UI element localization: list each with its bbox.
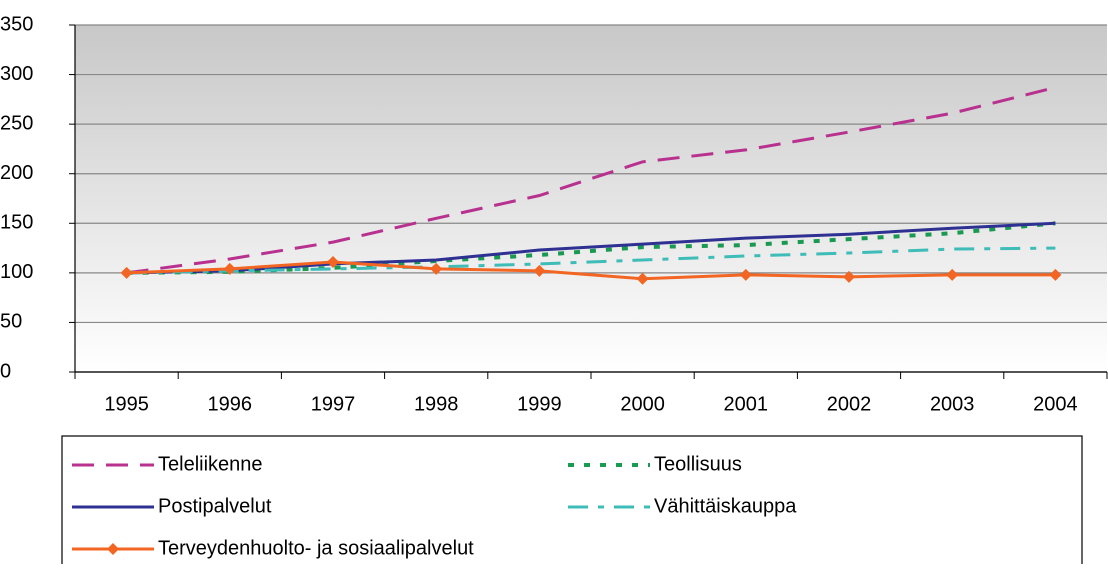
y-tick-label: 100 — [0, 261, 33, 283]
point-marker — [1049, 268, 1062, 281]
legend-label: Vähittäiskauppa — [654, 495, 797, 517]
series-line — [126, 246, 1056, 275]
series-line — [126, 221, 1056, 275]
point-marker — [327, 255, 339, 268]
x-tick-label: 2004 — [1033, 393, 1078, 415]
x-tick-label: 1995 — [104, 393, 149, 415]
legend-label: Teollisuus — [654, 453, 742, 475]
x-tick-label: 1996 — [208, 393, 253, 415]
x-tick-label: 1997 — [311, 393, 356, 415]
legend-label: Postipalvelut — [158, 495, 272, 517]
y-tick-label: 200 — [0, 162, 33, 184]
y-tick-label: 250 — [0, 112, 33, 134]
x-tick-label: 2003 — [930, 393, 975, 415]
point-marker — [533, 264, 546, 277]
point-marker — [120, 266, 133, 279]
x-tick-label: 1998 — [414, 393, 459, 415]
legend-box — [61, 435, 1083, 569]
plot-area — [75, 25, 1107, 372]
legend-label: Teleliikenne — [158, 453, 263, 475]
point-marker — [946, 268, 959, 281]
series-line — [126, 260, 1056, 281]
point-marker — [430, 262, 443, 275]
x-tick-label: 2000 — [620, 393, 665, 415]
legend-label: Terveydenhuolto- ja sosiaalipalvelut — [158, 537, 474, 559]
point-marker — [739, 268, 752, 281]
y-tick-label: 0 — [0, 360, 11, 382]
legend-marker — [107, 543, 119, 555]
series-line — [126, 221, 1056, 275]
point-marker — [843, 270, 855, 283]
y-tick-label: 150 — [0, 212, 33, 234]
x-tick-label: 2002 — [827, 393, 872, 415]
x-tick-label: 1999 — [517, 393, 562, 415]
point-marker — [223, 262, 236, 275]
series-line — [126, 86, 1056, 275]
x-tick-label: 2001 — [724, 393, 769, 415]
point-marker — [636, 272, 649, 285]
y-tick-label: 50 — [0, 311, 22, 333]
y-tick-label: 350 — [0, 13, 33, 35]
y-tick-label: 300 — [0, 63, 33, 85]
